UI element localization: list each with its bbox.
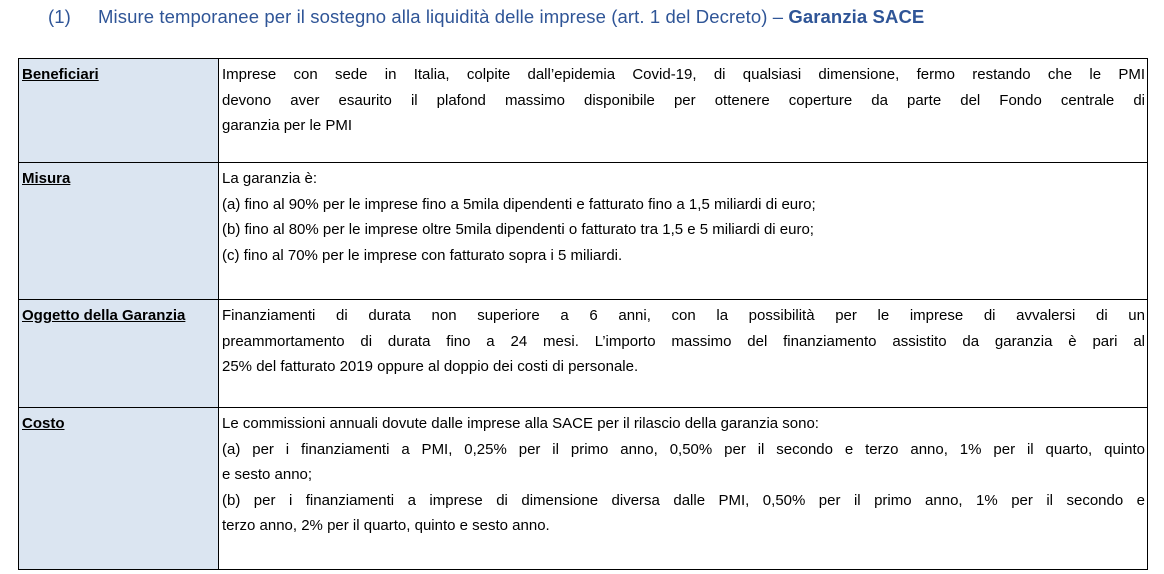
content-line: (a) per i finanziamenti a PMI, 0,25% per…	[222, 440, 1145, 458]
section-heading: (1) Misure temporanee per il sostegno all…	[48, 6, 924, 28]
row-content: Finanziamenti di durata non superiore a …	[218, 299, 1148, 408]
row-label: Oggetto della Garanzia	[18, 299, 219, 408]
content-line: Imprese con sede in Italia, colpite dall…	[222, 66, 1145, 83]
row-content: La garanzia è: (a) fino al 90% per le im…	[218, 162, 1148, 300]
content-line: preammortamento di durata fino a 24 mesi…	[222, 332, 1145, 350]
content-line: La garanzia è:	[222, 170, 318, 187]
table-row-oggetto: Oggetto della Garanzia Finanziamenti di …	[18, 299, 1148, 408]
section-title: Misure temporanee per il sostegno alla l…	[98, 6, 789, 27]
content-line: garanzia per le PMI	[222, 117, 353, 134]
content-line: terzo anno, 2% per il quarto, quinto e s…	[222, 517, 550, 534]
content-line: Le commissioni annuali dovute dalle impr…	[222, 415, 819, 432]
measure-table: Beneficiari Imprese con sede in Italia, …	[18, 58, 1148, 570]
content-line: Finanziamenti di durata non superiore a …	[222, 307, 1145, 324]
row-label: Costo	[18, 407, 219, 570]
table-row-misura: Misura La garanzia è: (a) fino al 90% pe…	[18, 162, 1148, 300]
row-content: Imprese con sede in Italia, colpite dall…	[218, 58, 1148, 163]
content-line: (a) fino al 90% per le imprese fino a 5m…	[222, 195, 816, 213]
row-content: Le commissioni annuali dovute dalle impr…	[218, 407, 1148, 570]
content-line: devono aver esaurito il plafond massimo …	[222, 91, 1145, 109]
content-line: (b) fino al 80% per le imprese oltre 5mi…	[222, 221, 814, 238]
table-row-beneficiari: Beneficiari Imprese con sede in Italia, …	[18, 58, 1148, 163]
table-row-costo: Costo Le commissioni annuali dovute dall…	[18, 407, 1148, 570]
content-line: e sesto anno;	[222, 466, 313, 483]
row-label: Beneficiari	[18, 58, 219, 163]
row-label: Misura	[18, 162, 219, 300]
content-line: (b) per i finanziamenti a imprese di dim…	[222, 491, 1145, 509]
content-line: (c) fino al 70% per le imprese con fattu…	[222, 246, 623, 264]
content-line: 25% del fatturato 2019 oppure al doppio …	[222, 358, 639, 375]
section-number: (1)	[48, 6, 71, 27]
section-title-bold: Garanzia SACE	[788, 6, 925, 27]
